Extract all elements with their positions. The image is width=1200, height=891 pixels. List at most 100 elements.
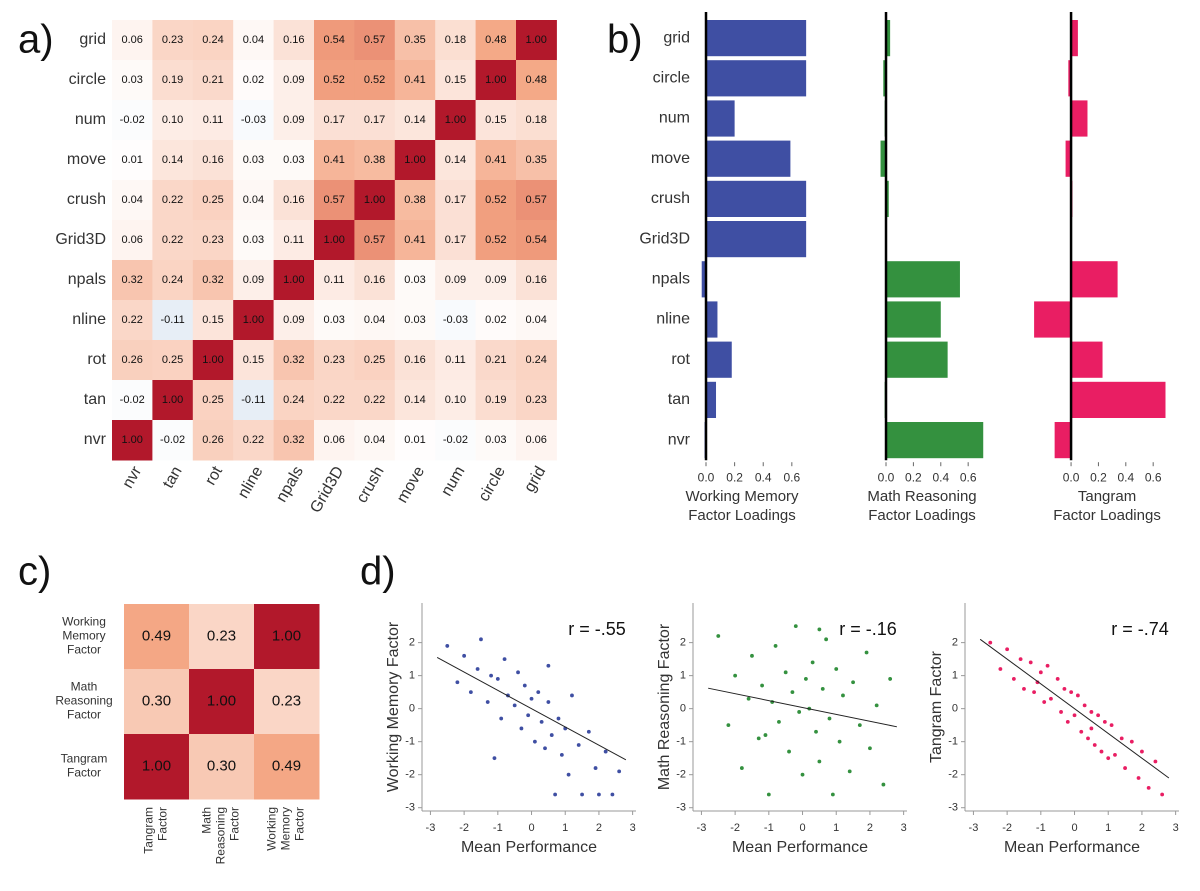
cell-label: 0.04 — [243, 34, 264, 46]
point — [1038, 670, 1043, 675]
heat-cell — [354, 100, 396, 141]
cell-label: 0.19 — [162, 74, 183, 86]
point — [1089, 726, 1094, 731]
heat-cell — [273, 340, 315, 381]
cell-label: 0.02 — [243, 74, 264, 86]
x-tick-label: 0.4 — [755, 470, 772, 484]
cell-label: 0.03 — [243, 234, 264, 246]
heat-cell — [273, 60, 315, 101]
cell-label: 0.57 — [364, 234, 385, 246]
cell-label: 0.03 — [243, 154, 264, 166]
point — [1109, 723, 1114, 728]
col-label: rot — [202, 463, 226, 488]
point — [1069, 690, 1074, 695]
point — [783, 670, 788, 675]
cell-label: 0.10 — [445, 394, 466, 406]
x-axis-label: Mean Performance — [1004, 839, 1140, 856]
cell-label: 0.14 — [162, 154, 183, 166]
x-tick-label: 0.2 — [726, 470, 743, 484]
bar — [706, 381, 717, 418]
heat-cell — [112, 340, 153, 381]
point — [1160, 792, 1165, 797]
cell-label: 0.49 — [272, 757, 301, 774]
x-tick-label: 0.6 — [1145, 470, 1162, 484]
x-tick-label: 2 — [1139, 822, 1145, 834]
bar — [706, 100, 735, 137]
heat-cell — [192, 60, 234, 101]
x-axis-label: Mean Performance — [461, 839, 597, 856]
cell-label: -0.02 — [120, 114, 145, 126]
heat-cell — [192, 380, 234, 421]
y-tick-label: -1 — [676, 736, 686, 748]
heat-cell — [152, 340, 194, 381]
cell-label: 1.00 — [525, 34, 546, 46]
heat-cell — [112, 220, 153, 261]
heat-cell — [394, 180, 436, 221]
heat-cell — [254, 604, 320, 670]
bar — [706, 60, 807, 97]
col-label: grid — [521, 464, 549, 496]
point — [841, 693, 845, 698]
cell-label: 0.30 — [207, 757, 236, 774]
col-label: Tangram — [142, 807, 156, 854]
cell-label: 1.00 — [202, 354, 223, 366]
heat-cell — [192, 140, 234, 181]
heat-cell — [189, 604, 255, 670]
point — [1045, 663, 1050, 668]
y-tick-label: -3 — [948, 802, 958, 814]
x-tick-label: 2 — [867, 822, 873, 834]
cell-label: 0.41 — [323, 154, 344, 166]
cell-label: 0.21 — [202, 74, 223, 86]
y-axis-label: Working Memory Factor — [385, 621, 402, 792]
panel-label: b) — [607, 18, 643, 62]
point — [827, 716, 832, 721]
cell-label: 0.26 — [202, 434, 223, 446]
cell-label: 0.15 — [243, 354, 264, 366]
point — [1119, 736, 1124, 741]
cell-label: 0.22 — [323, 394, 344, 406]
point — [489, 673, 493, 678]
heat-cell — [233, 420, 275, 461]
heat-cell — [516, 180, 557, 221]
heat-cell — [475, 180, 517, 221]
row-label: Factor — [67, 766, 101, 780]
heat-cell — [112, 300, 153, 341]
cell-label: 0.03 — [121, 74, 142, 86]
x-axis-label: Mean Performance — [732, 839, 868, 856]
heat-cell — [475, 300, 517, 341]
x-tick-label: 1 — [833, 822, 839, 834]
y-tick-label: 1 — [952, 670, 958, 682]
point — [777, 719, 781, 724]
cell-label: 0.54 — [525, 234, 546, 246]
cell-label: 0.38 — [404, 194, 425, 206]
point — [1146, 785, 1151, 790]
point — [793, 624, 798, 629]
col-label: npals — [273, 464, 307, 506]
point — [837, 739, 842, 744]
row-label: circle — [69, 71, 106, 88]
point — [1096, 713, 1101, 718]
heat-cell — [314, 220, 355, 261]
cell-label: -0.03 — [443, 314, 468, 326]
cell-label: 0.06 — [323, 434, 344, 446]
heat-cell — [112, 180, 153, 221]
point — [874, 703, 879, 708]
heat-cell — [394, 340, 436, 381]
heat-cell — [233, 220, 275, 261]
point — [570, 693, 574, 698]
bar — [1034, 301, 1072, 338]
point — [814, 729, 818, 734]
x-axis-label: Math Reasoning — [867, 488, 976, 505]
trend-line — [979, 638, 1170, 779]
heat-cell — [273, 420, 315, 461]
panel-label: a) — [18, 18, 54, 62]
annotation: r = -.74 — [1111, 619, 1169, 639]
point — [1032, 690, 1036, 695]
cell-label: 0.11 — [203, 114, 224, 126]
point — [522, 683, 527, 688]
point — [824, 637, 829, 642]
point — [553, 792, 558, 797]
y-tick-label: 0 — [409, 703, 415, 715]
point — [617, 769, 622, 774]
col-label: move — [394, 464, 428, 506]
